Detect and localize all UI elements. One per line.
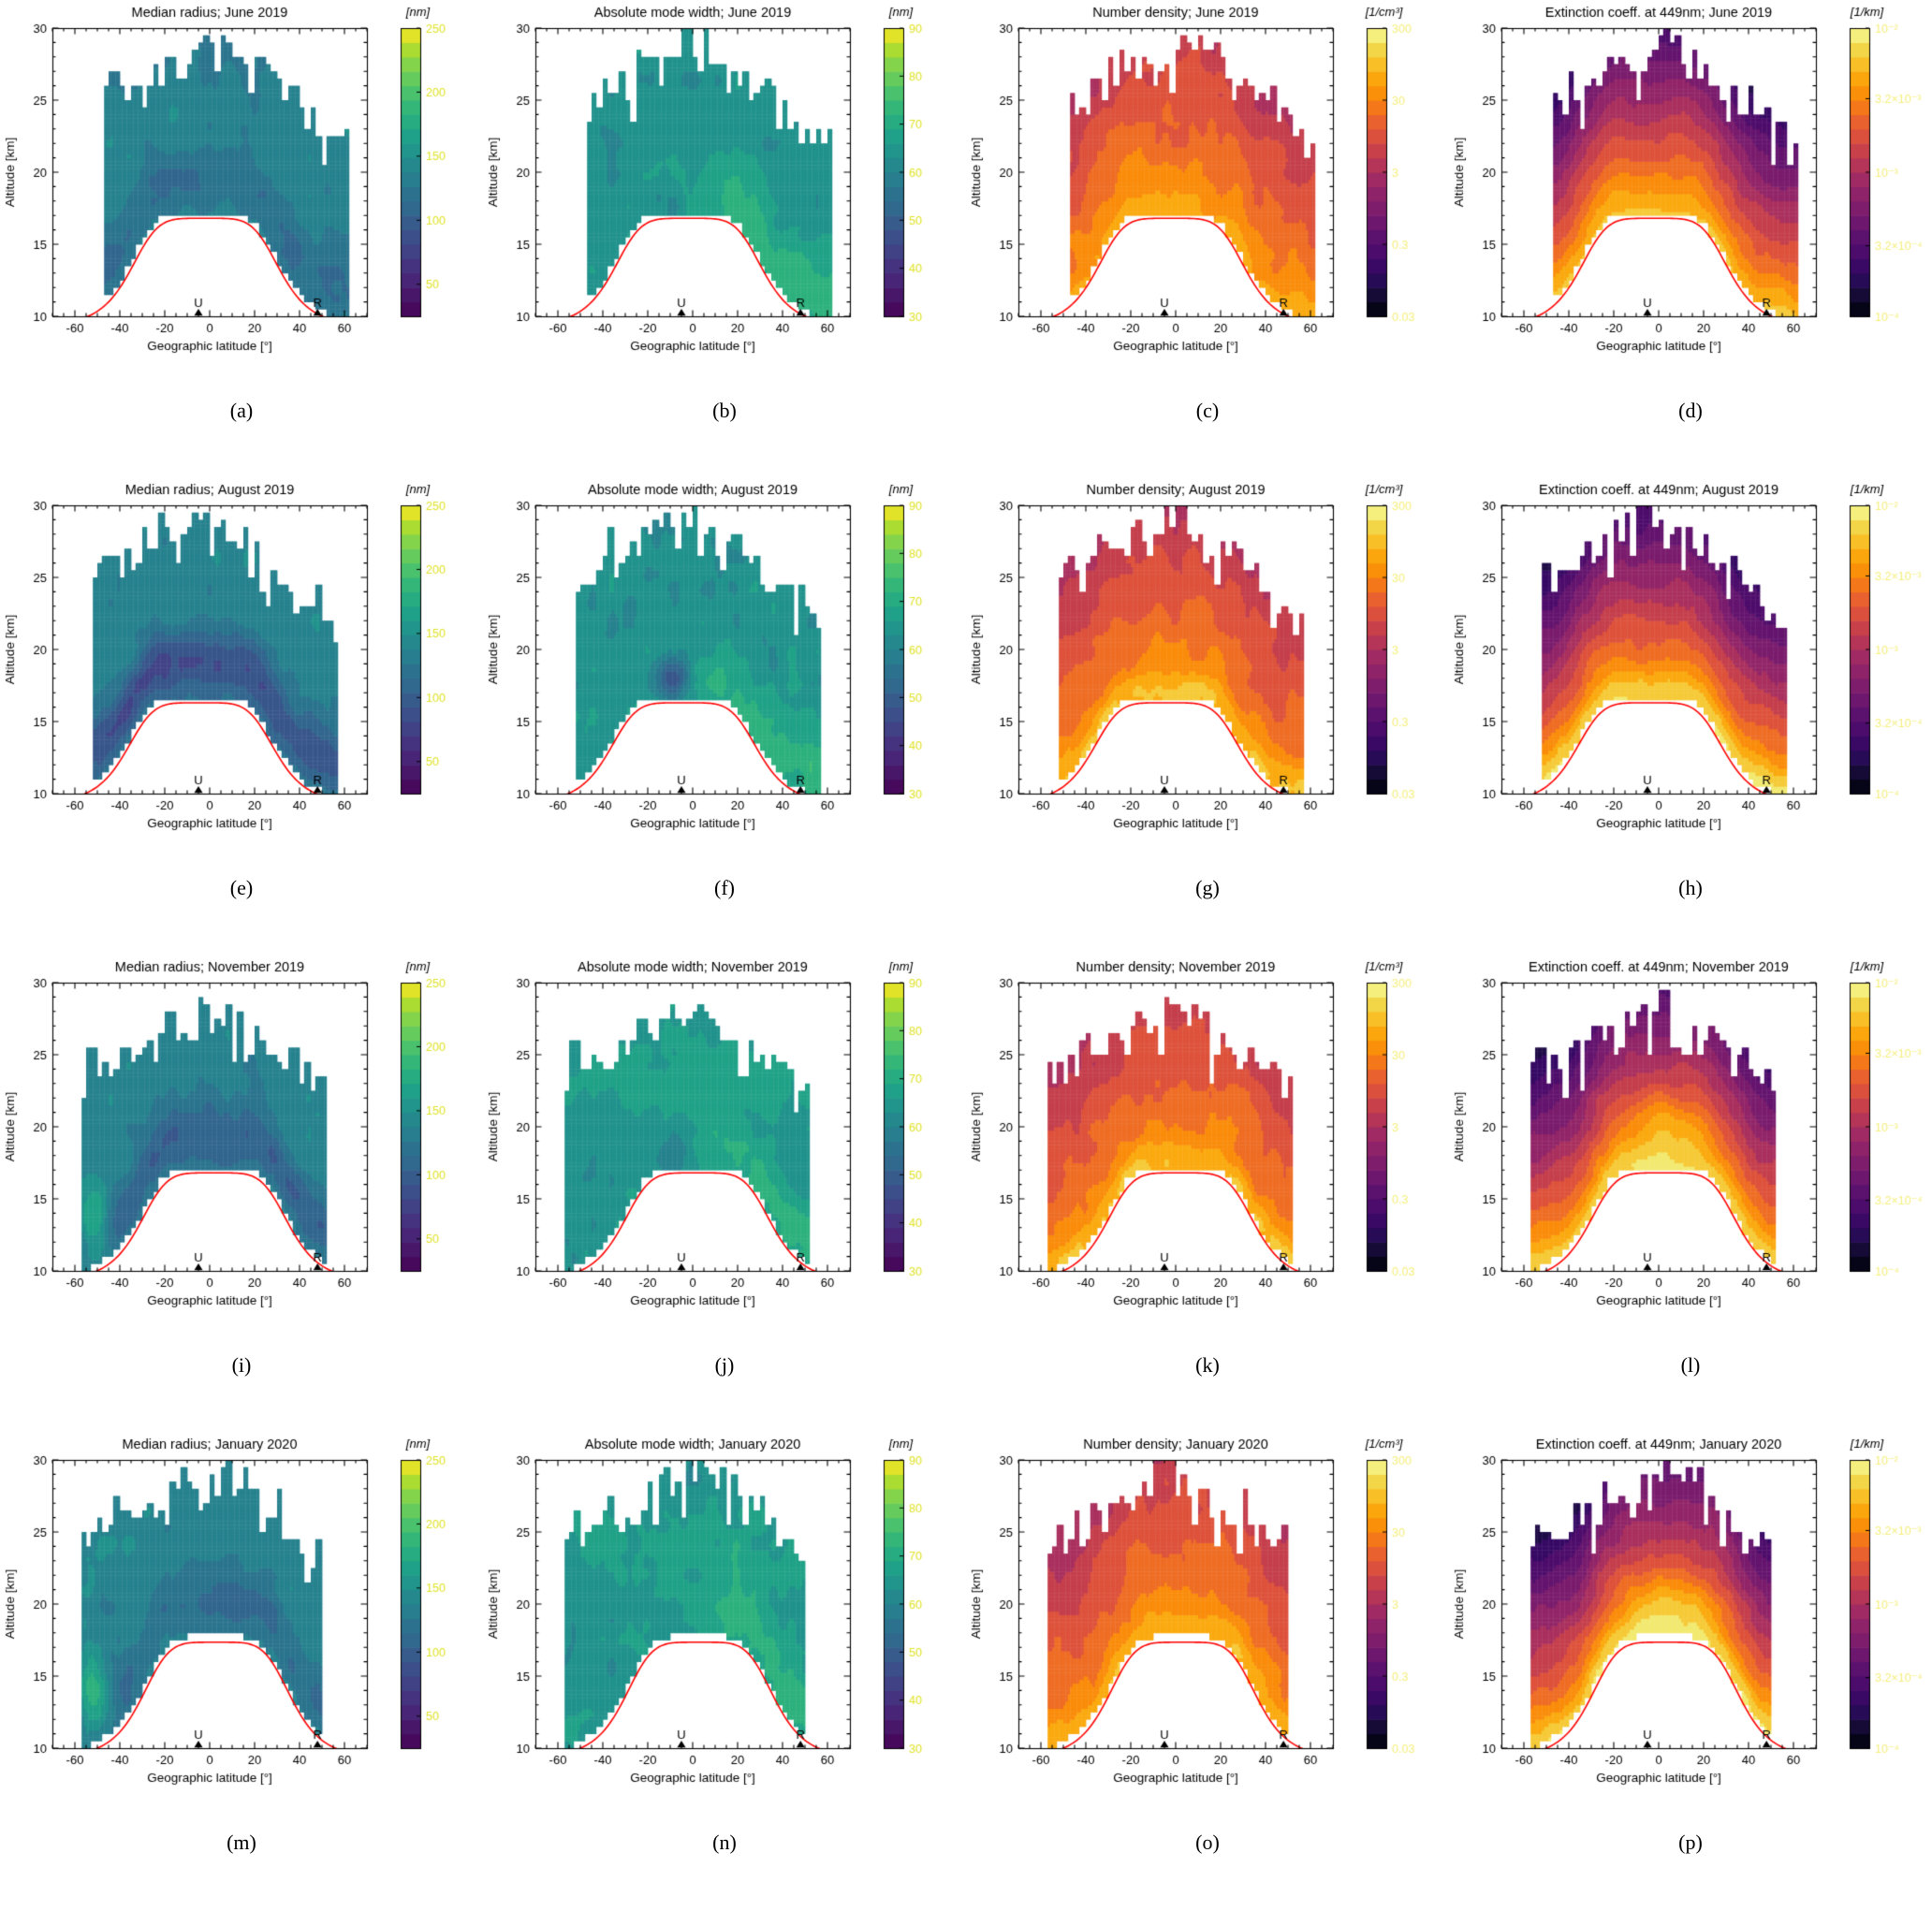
panel-caption: (i) [231, 1353, 252, 1377]
panel-caption: (a) [229, 399, 254, 422]
panel-caption: (d) [1678, 399, 1703, 422]
panel-e: (e) [0, 477, 483, 955]
panel-caption: (m) [227, 1831, 256, 1854]
plot-canvas-o [966, 1432, 1449, 1806]
panel-caption: (j) [714, 1353, 735, 1377]
panel-c: (c) [966, 0, 1449, 477]
plot-canvas-e [0, 477, 483, 852]
panel-caption: (f) [714, 876, 735, 899]
panel-caption: (b) [712, 399, 737, 422]
panel-n: (n) [483, 1432, 966, 1909]
plot-canvas-c [966, 0, 1449, 374]
panel-h: (h) [1449, 477, 1932, 955]
plot-canvas-f [483, 477, 966, 852]
panel-d: (d) [1449, 0, 1932, 477]
panel-p: (p) [1449, 1432, 1932, 1909]
plot-canvas-p [1449, 1432, 1932, 1806]
panel-b: (b) [483, 0, 966, 477]
plot-canvas-b [483, 0, 966, 374]
panel-caption: (h) [1678, 876, 1703, 899]
panel-k: (k) [966, 955, 1449, 1432]
plot-canvas-i [0, 955, 483, 1329]
plot-canvas-l [1449, 955, 1932, 1329]
plot-canvas-m [0, 1432, 483, 1806]
panel-caption: (k) [1195, 1353, 1220, 1377]
panel-caption: (n) [712, 1831, 737, 1854]
panel-caption: (c) [1195, 399, 1220, 422]
plot-canvas-k [966, 955, 1449, 1329]
panel-j: (j) [483, 955, 966, 1432]
panel-a: (a) [0, 0, 483, 477]
panel-m: (m) [0, 1432, 483, 1909]
plot-canvas-n [483, 1432, 966, 1806]
panel-g: (g) [966, 477, 1449, 955]
plot-canvas-g [966, 477, 1449, 852]
panel-f: (f) [483, 477, 966, 955]
panel-caption: (o) [1195, 1831, 1220, 1854]
panel-caption: (p) [1678, 1831, 1703, 1854]
panel-i: (i) [0, 955, 483, 1432]
plot-canvas-d [1449, 0, 1932, 374]
plot-canvas-h [1449, 477, 1932, 852]
plot-canvas-a [0, 0, 483, 374]
panel-caption: (l) [1680, 1353, 1701, 1377]
panel-caption: (e) [229, 876, 254, 899]
panel-o: (o) [966, 1432, 1449, 1909]
panel-caption: (g) [1195, 876, 1220, 899]
plot-canvas-j [483, 955, 966, 1329]
panel-l: (l) [1449, 955, 1932, 1432]
